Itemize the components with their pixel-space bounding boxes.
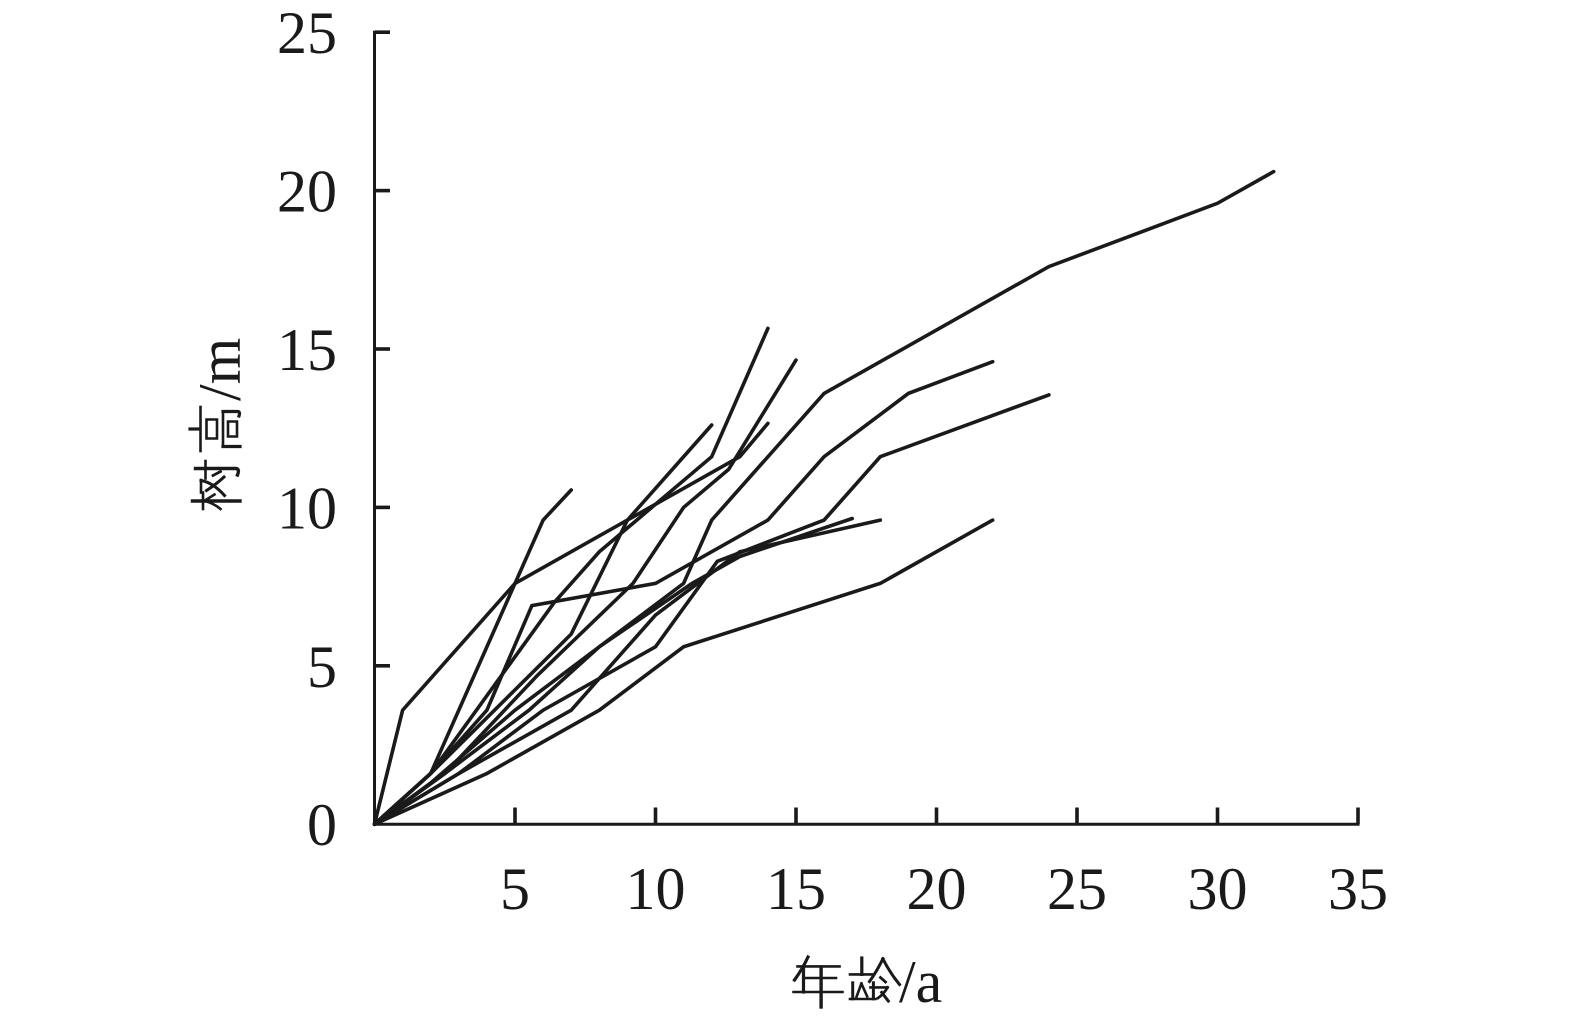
- svg-text:10: 10: [277, 475, 337, 541]
- svg-text:5: 5: [500, 856, 530, 922]
- svg-text:10: 10: [626, 856, 686, 922]
- svg-text:20: 20: [907, 856, 967, 922]
- svg-text:0: 0: [307, 792, 337, 858]
- svg-text:5: 5: [307, 634, 337, 700]
- svg-text:25: 25: [277, 0, 337, 66]
- svg-text:15: 15: [766, 856, 826, 922]
- svg-text:15: 15: [277, 317, 337, 383]
- svg-text:/m: /m: [187, 338, 253, 401]
- svg-text:30: 30: [1188, 856, 1248, 922]
- svg-text:20: 20: [277, 159, 337, 225]
- svg-text:25: 25: [1047, 856, 1107, 922]
- svg-text:/a: /a: [899, 949, 942, 1015]
- svg-text:35: 35: [1328, 856, 1388, 922]
